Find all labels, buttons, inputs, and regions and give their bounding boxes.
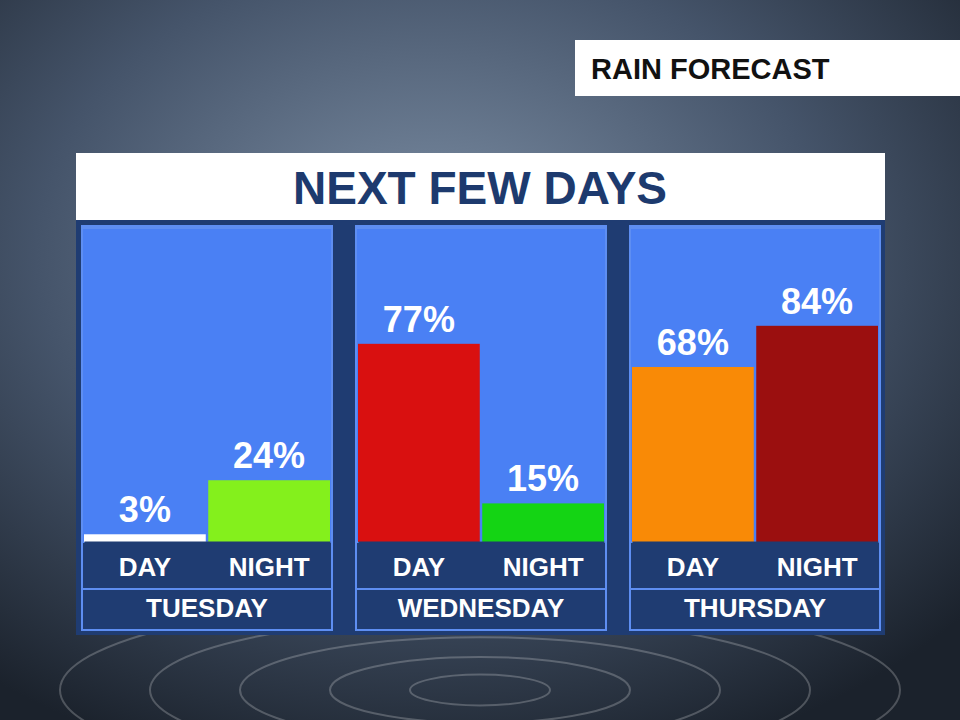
panel-title: WEDNESDAY [398, 593, 565, 623]
panel-container [76, 220, 885, 635]
data-label: 15% [507, 458, 579, 499]
x-axis: DAY NIGHT [85, 543, 331, 583]
title-box [76, 153, 885, 220]
axis-line [85, 542, 331, 544]
radar-ring [330, 657, 630, 720]
axis-line [633, 542, 879, 544]
bars [358, 344, 604, 542]
panel-title: TUESDAY [146, 593, 268, 623]
radar-ring [240, 637, 720, 720]
bar [358, 344, 480, 542]
panel-frame [630, 226, 880, 630]
tick-label: NIGHT [777, 552, 858, 582]
header-label: RAIN FORECAST [591, 53, 830, 85]
plot-area [82, 228, 332, 542]
panel: 3% 24% DAY NIGHT TUESDAY [82, 226, 332, 630]
x-axis: DAY NIGHT [359, 543, 605, 583]
tick-label: NIGHT [229, 552, 310, 582]
chart-canvas: RAIN FORECAST NEXT FEW DAYS 3% 24% DAY NIGHT T… [0, 0, 960, 720]
tick-label: DAY [393, 552, 446, 582]
data-label: 68% [657, 322, 729, 363]
data-label: 3% [119, 489, 171, 530]
tick-label: DAY [119, 552, 172, 582]
panel-frame [356, 226, 606, 630]
data-label: 24% [233, 435, 305, 476]
tick: DAY [119, 552, 172, 582]
tick-label: NIGHT [503, 552, 584, 582]
axis-line [359, 542, 605, 544]
bar [756, 326, 878, 542]
band-separator [630, 588, 880, 590]
panel-frame [82, 226, 332, 630]
chart-title: NEXT FEW DAYS [293, 162, 667, 214]
data-labels: 68% 84% [657, 281, 853, 363]
radar-ring [410, 675, 550, 706]
bars [84, 480, 330, 542]
bar [482, 503, 604, 542]
bar [632, 367, 754, 542]
data-label: 77% [383, 299, 455, 340]
panel-title: THURSDAY [684, 593, 826, 623]
tick: NIGHT [229, 552, 310, 582]
tick: NIGHT [503, 552, 584, 582]
data-labels: 77% 15% [383, 299, 579, 500]
header-box [575, 40, 960, 96]
panel: 68% 84% DAY NIGHT THURSDAY [630, 226, 880, 630]
background [0, 0, 960, 720]
data-label: 84% [781, 281, 853, 322]
band-separator [356, 588, 606, 590]
bar [208, 480, 330, 542]
tick: DAY [667, 552, 720, 582]
x-axis: DAY NIGHT [633, 543, 879, 583]
data-labels: 3% 24% [119, 435, 305, 530]
band-separator [82, 588, 332, 590]
tick-label: DAY [667, 552, 720, 582]
tick: DAY [393, 552, 446, 582]
plot-area [630, 228, 880, 542]
panel: 77% 15% DAY NIGHT WEDNESDAY [356, 226, 606, 630]
plot-area [356, 228, 606, 542]
bar [84, 534, 206, 542]
tick: NIGHT [777, 552, 858, 582]
